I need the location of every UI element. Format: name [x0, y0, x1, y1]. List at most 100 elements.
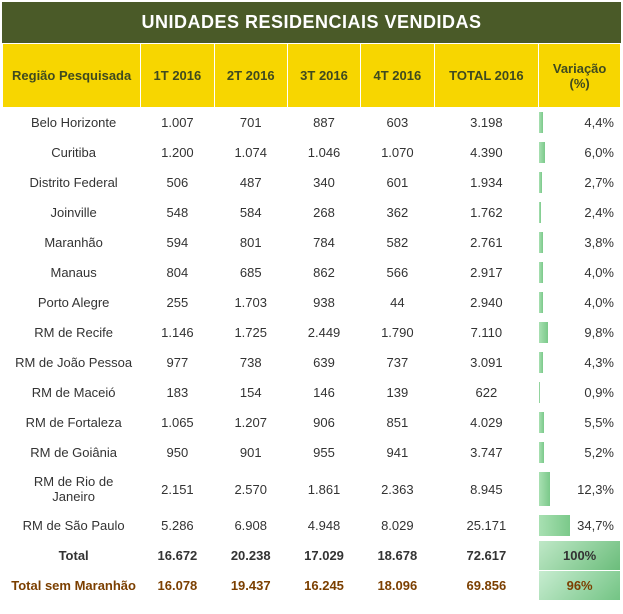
- cell-q3: 639: [287, 348, 360, 378]
- cell-q2: 1.703: [214, 288, 287, 318]
- cell-q3: 1.861: [287, 468, 360, 511]
- cell-q4: 8.029: [361, 511, 434, 541]
- cell-total: 3.198: [434, 108, 539, 138]
- cell-total: 622: [434, 378, 539, 408]
- table-title: UNIDADES RESIDENCIAIS VENDIDAS: [2, 2, 621, 43]
- cell-q3: 906: [287, 408, 360, 438]
- cell-q1: 548: [141, 198, 214, 228]
- cell-q4: 737: [361, 348, 434, 378]
- table-row: Distrito Federal5064873406011.9342,7%: [3, 168, 621, 198]
- cell-region: Maranhão: [3, 228, 141, 258]
- cell-q4: 139: [361, 378, 434, 408]
- cell-total: 3.091: [434, 348, 539, 378]
- cell-q1: 16.078: [141, 571, 214, 601]
- cell-region: RM de Fortaleza: [3, 408, 141, 438]
- cell-total: 1.762: [434, 198, 539, 228]
- cell-region: RM de João Pessoa: [3, 348, 141, 378]
- cell-q1: 594: [141, 228, 214, 258]
- table-row: RM de João Pessoa9777386397373.0914,3%: [3, 348, 621, 378]
- cell-q2: 19.437: [214, 571, 287, 601]
- cell-q1: 5.286: [141, 511, 214, 541]
- cell-q1: 1.200: [141, 138, 214, 168]
- table-row: RM de Rio de Janeiro2.1512.5701.8612.363…: [3, 468, 621, 511]
- cell-q4: 1.070: [361, 138, 434, 168]
- cell-q4: 1.790: [361, 318, 434, 348]
- cell-q3: 17.029: [287, 541, 360, 571]
- var-text: 5,2%: [570, 438, 620, 467]
- table-row: Curitiba1.2001.0741.0461.0704.3906,0%: [3, 138, 621, 168]
- cell-q3: 1.046: [287, 138, 360, 168]
- cell-q4: 601: [361, 168, 434, 198]
- cell-q2: 738: [214, 348, 287, 378]
- cell-var: 5,5%: [539, 408, 621, 438]
- cell-total: 3.747: [434, 438, 539, 468]
- cell-var: 34,7%: [539, 511, 621, 541]
- table-row: RM de Maceió1831541461396220,9%: [3, 378, 621, 408]
- cell-q2: 20.238: [214, 541, 287, 571]
- cell-region: Curitiba: [3, 138, 141, 168]
- table-row: Belo Horizonte1.0077018876033.1984,4%: [3, 108, 621, 138]
- cell-q2: 487: [214, 168, 287, 198]
- cell-region: RM de Recife: [3, 318, 141, 348]
- var-text: 2,4%: [570, 198, 620, 227]
- cell-q3: 887: [287, 108, 360, 138]
- cell-q2: 685: [214, 258, 287, 288]
- cell-region: Total: [3, 541, 141, 571]
- table-row: RM de São Paulo5.2866.9084.9488.02925.17…: [3, 511, 621, 541]
- cell-q3: 340: [287, 168, 360, 198]
- var-text: 6,0%: [570, 138, 620, 167]
- col-header-2t: 2T 2016: [214, 44, 287, 108]
- cell-region: Distrito Federal: [3, 168, 141, 198]
- data-table: Região Pesquisada 1T 2016 2T 2016 3T 201…: [2, 43, 621, 601]
- table-row: Joinville5485842683621.7622,4%: [3, 198, 621, 228]
- table-body: Belo Horizonte1.0077018876033.1984,4%Cur…: [3, 108, 621, 601]
- subtotal-row: Total sem Maranhão16.07819.43716.24518.0…: [3, 571, 621, 601]
- cell-q3: 862: [287, 258, 360, 288]
- cell-total: 72.617: [434, 541, 539, 571]
- cell-var: 9,8%: [539, 318, 621, 348]
- cell-var: 5,2%: [539, 438, 621, 468]
- cell-q1: 1.146: [141, 318, 214, 348]
- table-row: RM de Fortaleza1.0651.2079068514.0295,5%: [3, 408, 621, 438]
- cell-region: Total sem Maranhão: [3, 571, 141, 601]
- cell-q4: 603: [361, 108, 434, 138]
- cell-region: Manaus: [3, 258, 141, 288]
- col-header-var: Variação (%): [539, 44, 621, 108]
- cell-total: 2.917: [434, 258, 539, 288]
- var-text: 4,4%: [570, 108, 620, 137]
- col-header-total: TOTAL 2016: [434, 44, 539, 108]
- cell-var: 12,3%: [539, 468, 621, 511]
- col-header-region: Região Pesquisada: [3, 44, 141, 108]
- table-row: RM de Recife1.1461.7252.4491.7907.1109,8…: [3, 318, 621, 348]
- cell-q1: 804: [141, 258, 214, 288]
- cell-region: RM de Goiânia: [3, 438, 141, 468]
- table-row: Manaus8046858625662.917 4,0%: [3, 258, 621, 288]
- total-row: Total16.67220.23817.02918.67872.617100%: [3, 541, 621, 571]
- cell-q3: 955: [287, 438, 360, 468]
- cell-var: 6,0%: [539, 138, 621, 168]
- col-header-1t: 1T 2016: [141, 44, 214, 108]
- var-text: 5,5%: [570, 408, 620, 437]
- var-text: 2,7%: [570, 168, 620, 197]
- cell-var: 0,9%: [539, 378, 621, 408]
- var-text: 9,8%: [570, 318, 620, 347]
- cell-q2: 154: [214, 378, 287, 408]
- cell-q1: 1.065: [141, 408, 214, 438]
- cell-q2: 1.074: [214, 138, 287, 168]
- var-text: 12,3%: [570, 468, 620, 510]
- cell-q4: 566: [361, 258, 434, 288]
- cell-q2: 1.725: [214, 318, 287, 348]
- cell-q3: 16.245: [287, 571, 360, 601]
- cell-q1: 255: [141, 288, 214, 318]
- cell-total: 1.934: [434, 168, 539, 198]
- col-header-3t: 3T 2016: [287, 44, 360, 108]
- table-container: UNIDADES RESIDENCIAIS VENDIDAS Região Pe…: [0, 0, 623, 603]
- col-header-4t: 4T 2016: [361, 44, 434, 108]
- cell-total: 2.761: [434, 228, 539, 258]
- var-text: 4,0%: [570, 258, 620, 287]
- cell-q4: 2.363: [361, 468, 434, 511]
- cell-q4: 362: [361, 198, 434, 228]
- cell-q2: 6.908: [214, 511, 287, 541]
- cell-region: RM de Rio de Janeiro: [3, 468, 141, 511]
- cell-region: Joinville: [3, 198, 141, 228]
